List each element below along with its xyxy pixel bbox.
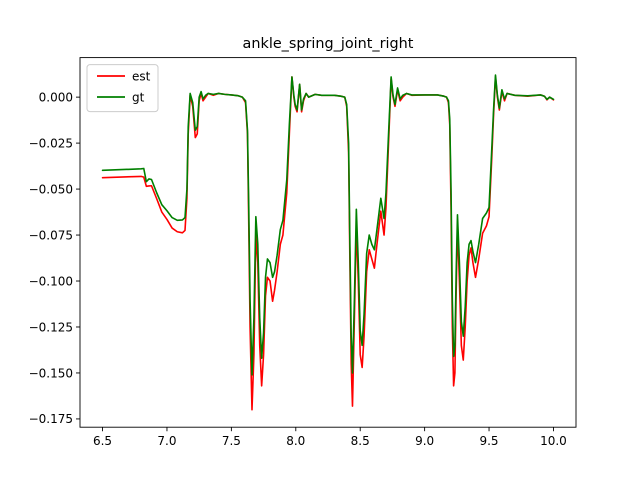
x-tick-label: 7.0 bbox=[157, 434, 176, 448]
x-tick-label: 10.0 bbox=[540, 434, 567, 448]
y-axis: 0.000 −0.025 −0.050 −0.075 −0.100 −0.125 −0.15… bbox=[29, 90, 80, 426]
y-tick-label: −0.125 bbox=[29, 320, 73, 334]
legend: est gt bbox=[86, 64, 159, 113]
plot-lines bbox=[101, 74, 555, 411]
x-tick-label: 9.0 bbox=[415, 434, 434, 448]
x-axis: 6.5 7.0 7.5 8.0 8.5 9.0 9.5 10.0 bbox=[93, 427, 567, 448]
series-line-gt bbox=[101, 74, 555, 376]
chart-title: ankle_spring_joint_right bbox=[243, 36, 414, 52]
y-tick-label: −0.100 bbox=[29, 274, 73, 288]
y-tick-label: −0.050 bbox=[29, 182, 73, 196]
legend-gt-label: gt bbox=[132, 91, 145, 105]
x-tick-label: 9.5 bbox=[479, 434, 498, 448]
y-tick-label: −0.175 bbox=[29, 412, 73, 426]
x-tick-label: 8.5 bbox=[351, 434, 370, 448]
y-tick-label: 0.000 bbox=[39, 90, 73, 104]
y-tick-label: −0.075 bbox=[29, 228, 73, 242]
plot-frame bbox=[79, 57, 577, 428]
legend-est-label: est bbox=[132, 70, 151, 84]
x-tick-label: 6.5 bbox=[93, 434, 112, 448]
y-tick-label: −0.150 bbox=[29, 366, 73, 380]
x-tick-label: 7.5 bbox=[222, 434, 241, 448]
y-tick-label: −0.025 bbox=[29, 136, 73, 150]
x-tick-label: 8.0 bbox=[286, 434, 305, 448]
